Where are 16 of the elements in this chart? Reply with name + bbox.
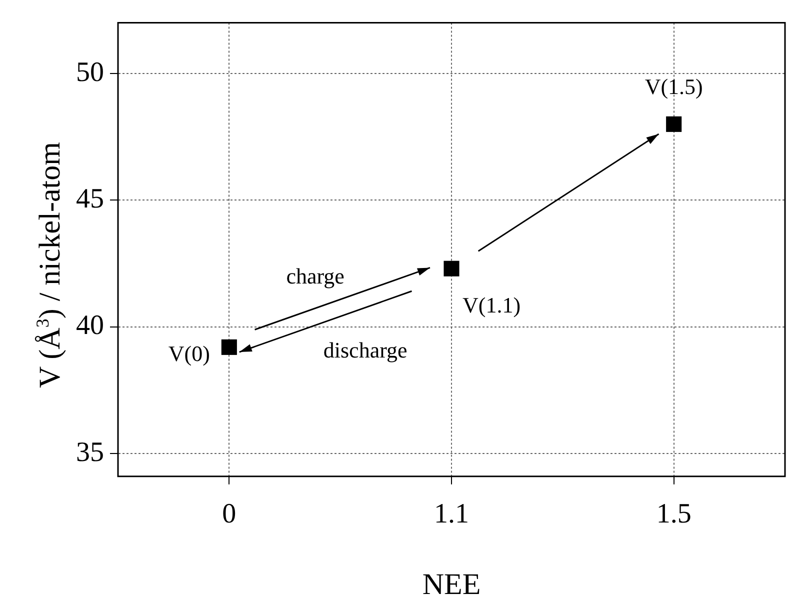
annotation: V(1.5): [644, 74, 703, 99]
annotation: V(0): [168, 340, 210, 366]
annotation: charge: [286, 264, 344, 289]
x-tick-label: 1.5: [656, 498, 692, 530]
point: [444, 260, 460, 276]
annotation: discharge: [323, 338, 408, 363]
x-tick-label: 0: [222, 498, 236, 530]
point: [221, 339, 237, 355]
y-tick-label: 35: [76, 436, 104, 468]
y-tick-label: 45: [76, 184, 104, 215]
x-tick-label: 1.1: [434, 498, 469, 530]
point: [666, 116, 682, 132]
x-axis-title: NEE: [422, 568, 481, 601]
y-tick-label: 50: [76, 56, 104, 88]
annotation: V(1.1): [462, 292, 521, 318]
y-tick-label: 40: [76, 310, 104, 342]
